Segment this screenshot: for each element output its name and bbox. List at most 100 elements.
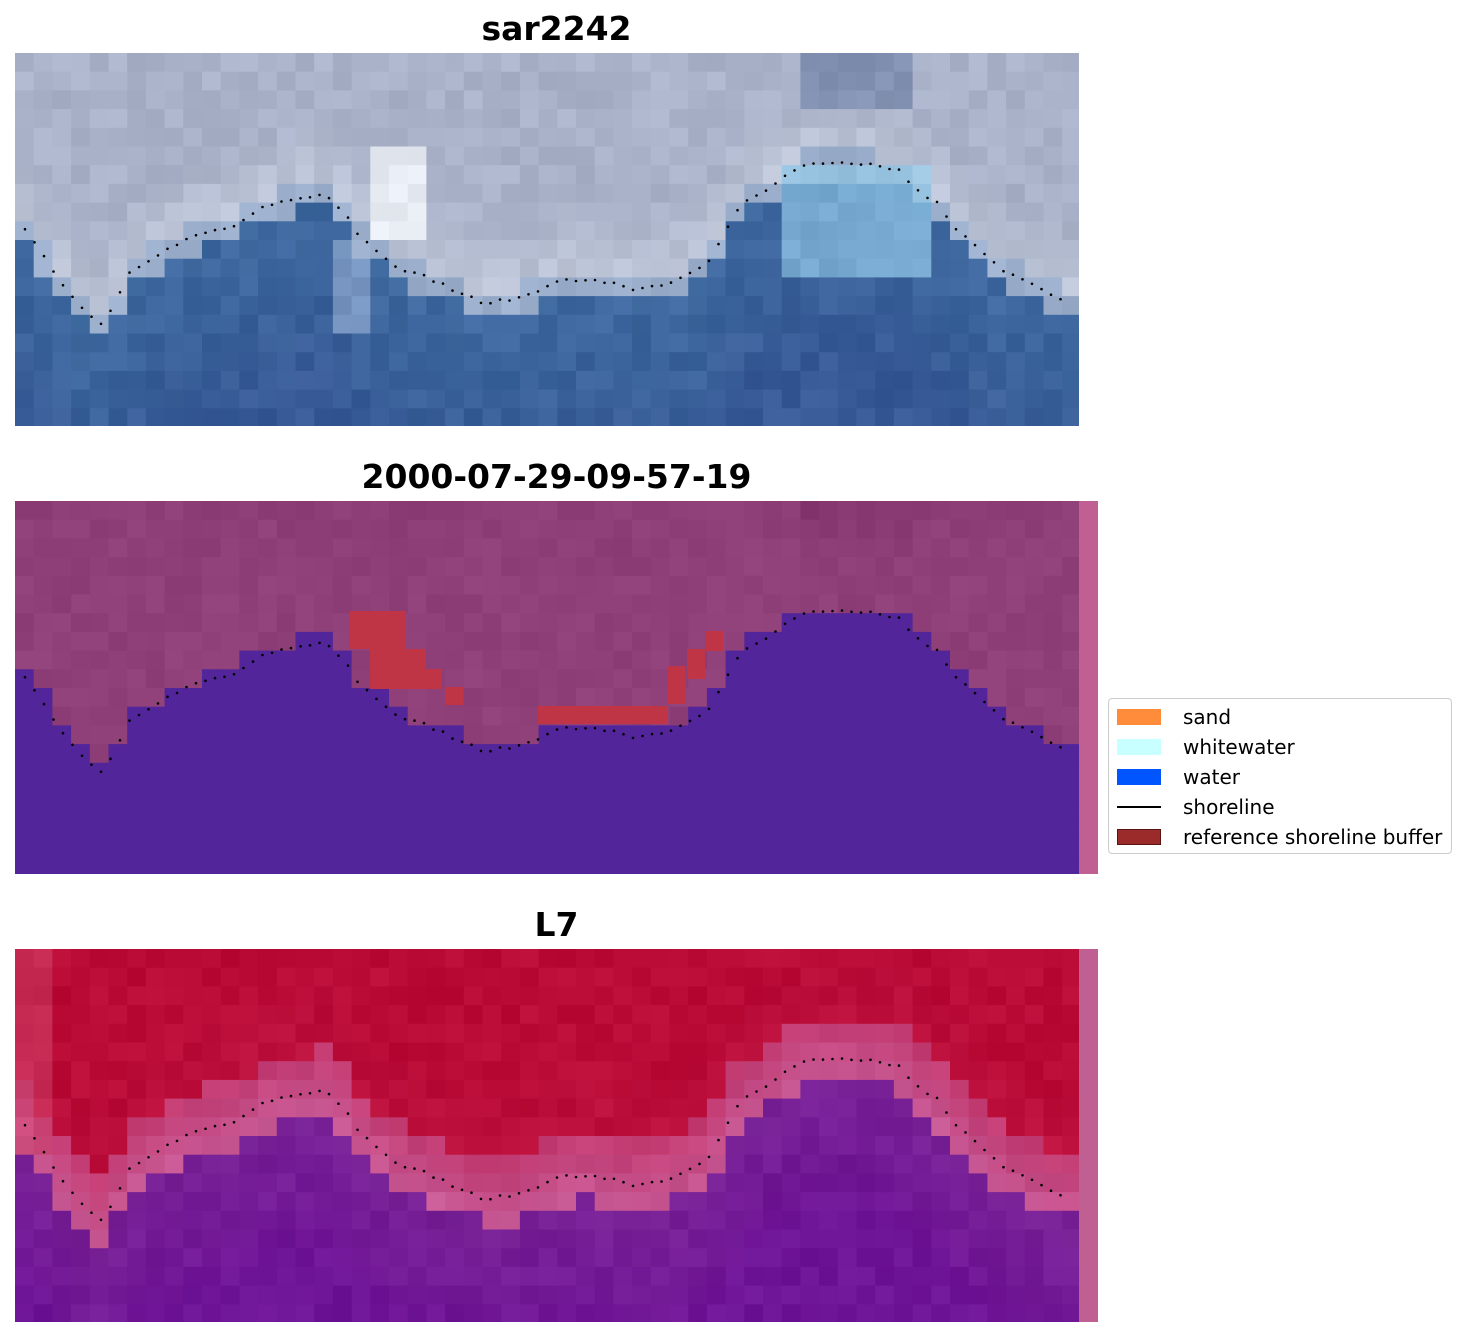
index-pixel — [893, 1023, 914, 1044]
class-pixel — [1024, 501, 1045, 521]
index-pixel — [295, 1266, 315, 1287]
index-pixel — [931, 1210, 951, 1231]
rgb-pixel — [819, 258, 839, 278]
index-pixel — [613, 986, 633, 1006]
shoreline-point — [147, 260, 150, 263]
rgb-pixel — [856, 183, 876, 204]
index-pixel — [351, 949, 371, 969]
index-pixel — [650, 1285, 671, 1305]
rgb-pixel — [912, 202, 932, 222]
rgb-pixel — [295, 165, 315, 185]
rgb-pixel — [819, 296, 839, 316]
class-pixel — [968, 669, 988, 689]
rgb-pixel — [763, 127, 783, 148]
index-pixel — [744, 1173, 764, 1193]
index-pixel — [725, 1304, 745, 1322]
rgb-pixel — [519, 314, 540, 335]
index-pixel — [875, 1117, 895, 1137]
index-pixel — [220, 1229, 240, 1249]
rgb-pixel — [706, 109, 727, 129]
class-pixel — [389, 744, 409, 764]
class-pixel — [33, 800, 53, 820]
index-pixel — [706, 1229, 727, 1249]
index-pixel — [912, 1023, 932, 1044]
class-pixel — [594, 744, 614, 764]
index-pixel — [912, 1042, 932, 1062]
rgb-pixel — [613, 258, 633, 278]
colorbar-strip — [1079, 949, 1098, 1322]
index-pixel — [987, 1285, 1007, 1305]
index-pixel — [276, 1061, 297, 1081]
rgb-pixel — [669, 314, 689, 335]
rgb-pixel — [407, 333, 427, 353]
index-pixel — [295, 1210, 315, 1231]
index-pixel — [127, 1229, 147, 1249]
class-pixel — [950, 594, 970, 614]
class-pixel — [650, 725, 671, 745]
index-pixel — [875, 1005, 895, 1025]
rgb-pixel — [669, 109, 689, 129]
rgb-pixel — [1062, 90, 1079, 110]
class-pixel — [501, 706, 521, 726]
rgb-pixel — [912, 127, 932, 148]
class-pixel — [183, 781, 203, 801]
class-pixel — [164, 538, 184, 558]
class-pixel — [426, 650, 446, 670]
index-pixel — [108, 1098, 128, 1118]
index-pixel — [557, 1079, 577, 1100]
class-pixel — [576, 781, 596, 801]
shoreline-point — [736, 208, 739, 212]
index-pixel — [407, 1061, 427, 1081]
class-pixel — [164, 594, 184, 614]
rgb-pixel — [15, 370, 35, 391]
rgb-pixel — [501, 146, 521, 166]
rgb-pixel — [239, 109, 259, 129]
index-pixel — [239, 949, 259, 969]
shoreline-point — [460, 292, 464, 296]
rgb-pixel — [183, 165, 203, 185]
class-pixel — [837, 856, 858, 874]
rgb-pixel — [632, 71, 652, 91]
index-pixel — [632, 1005, 652, 1025]
index-pixel — [426, 986, 446, 1006]
shoreline-point — [1030, 1178, 1034, 1182]
class-pixel — [445, 762, 465, 783]
class-pixel — [370, 837, 390, 857]
index-pixel — [295, 1173, 315, 1193]
class-pixel — [89, 669, 110, 689]
class-pixel — [576, 800, 596, 820]
index-pixel — [594, 1117, 614, 1137]
index-pixel — [276, 1210, 297, 1231]
index-pixel — [744, 1098, 764, 1118]
index-pixel — [145, 1154, 166, 1174]
rgb-pixel — [276, 389, 297, 409]
class-pixel — [1062, 575, 1079, 596]
rgb-pixel — [781, 109, 801, 129]
rgb-pixel — [1006, 258, 1026, 278]
index-pixel — [89, 1210, 110, 1231]
class-pixel — [1043, 725, 1063, 745]
index-pixel — [669, 1098, 689, 1118]
index-pixel — [445, 1136, 465, 1156]
class-pixel — [426, 538, 446, 558]
rgb-pixel — [164, 389, 184, 409]
rgb-pixel — [669, 53, 689, 73]
rgb-pixel — [276, 333, 297, 353]
rgb-pixel — [931, 90, 951, 110]
index-pixel — [145, 1061, 166, 1081]
rgb-pixel — [706, 240, 727, 260]
index-pixel — [987, 1061, 1007, 1081]
rgb-pixel — [837, 314, 858, 335]
index-pixel — [519, 1098, 540, 1118]
class-pixel — [893, 557, 914, 577]
rgb-pixel — [127, 258, 147, 278]
rgb-pixel — [987, 333, 1007, 353]
index-pixel — [183, 1079, 203, 1100]
index-pixel — [613, 1154, 633, 1174]
rgb-pixel — [15, 202, 35, 222]
class-pixel — [538, 501, 558, 521]
rgb-pixel — [893, 221, 914, 241]
class-pixel — [89, 744, 110, 764]
index-pixel — [389, 1304, 409, 1322]
rgb-pixel — [725, 296, 745, 316]
